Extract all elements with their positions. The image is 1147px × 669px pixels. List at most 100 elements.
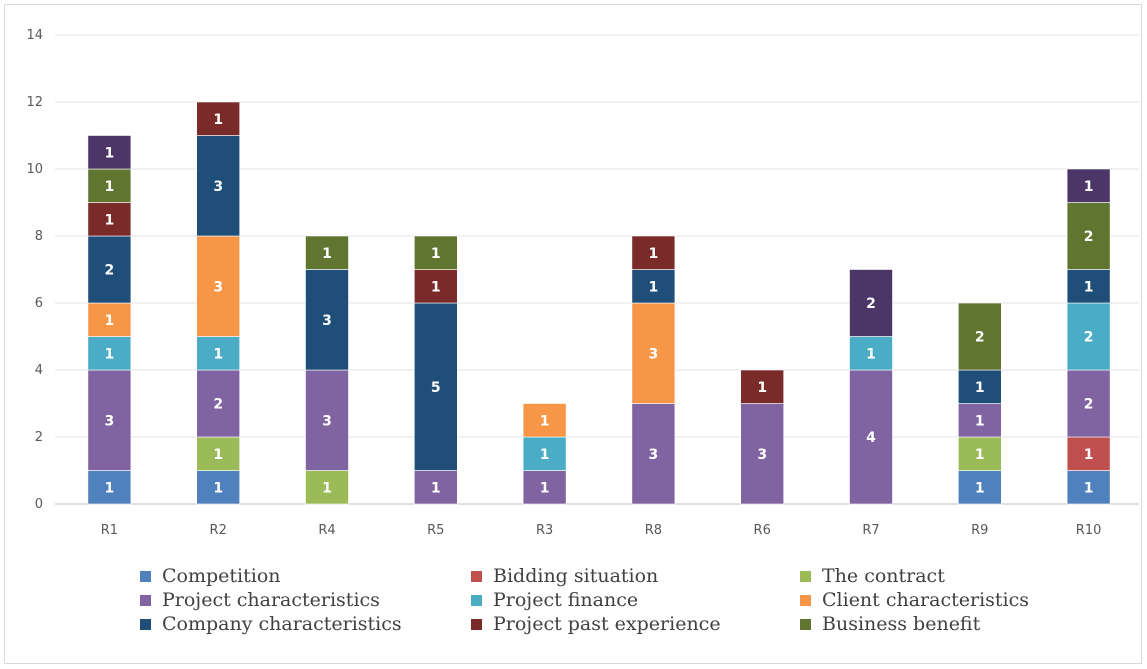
data-label: 1 bbox=[866, 346, 876, 362]
data-label: 3 bbox=[757, 447, 767, 463]
legend-swatch bbox=[800, 619, 811, 630]
data-label: 1 bbox=[757, 380, 767, 396]
bar-segment bbox=[957, 302, 1002, 371]
data-label: 3 bbox=[105, 413, 115, 429]
legend-swatch bbox=[140, 571, 151, 582]
bar-segment bbox=[87, 470, 132, 505]
legend-label: Bidding situation bbox=[493, 565, 658, 587]
x-tick-label: R6 bbox=[754, 523, 771, 538]
data-label: 2 bbox=[105, 263, 115, 279]
data-label: 1 bbox=[322, 246, 332, 262]
legend-label: Competition bbox=[162, 565, 281, 587]
legend-swatch bbox=[140, 595, 151, 606]
bar-segment bbox=[87, 202, 132, 237]
legend-swatch bbox=[800, 571, 811, 582]
data-label: 1 bbox=[649, 279, 659, 295]
bar-segment bbox=[413, 235, 458, 270]
bar-segment bbox=[87, 369, 132, 471]
y-tick-label: 14 bbox=[26, 28, 43, 43]
bar-segment bbox=[87, 302, 132, 337]
legend-label: Company characteristics bbox=[162, 613, 402, 635]
bar-segment bbox=[849, 336, 893, 371]
bar-segment bbox=[305, 470, 349, 505]
data-label: 1 bbox=[213, 346, 223, 362]
bar-segment bbox=[196, 436, 240, 471]
data-label: 1 bbox=[975, 380, 985, 396]
bar-segment bbox=[413, 269, 458, 304]
y-tick-label: 6 bbox=[35, 296, 43, 311]
bar-segment bbox=[631, 235, 676, 270]
legend-swatch bbox=[800, 595, 811, 606]
bar-segment bbox=[849, 369, 893, 505]
bar-segment bbox=[196, 369, 240, 438]
bar-segment bbox=[740, 369, 785, 404]
bar-segment bbox=[1066, 470, 1111, 505]
data-label: 2 bbox=[1084, 397, 1094, 413]
bar-segment bbox=[1066, 269, 1111, 304]
data-label: 2 bbox=[975, 330, 985, 346]
data-label: 1 bbox=[213, 112, 223, 128]
data-label: 3 bbox=[213, 179, 223, 195]
x-axis-ticks: R1 R2 R4 R5 R3 R8 R6 R7 R9 R10 bbox=[101, 523, 1102, 538]
data-label: 4 bbox=[866, 430, 876, 446]
x-tick-label: R9 bbox=[971, 523, 988, 538]
data-label: 1 bbox=[1084, 480, 1094, 496]
bar-segment bbox=[196, 235, 240, 337]
bar-segment bbox=[305, 269, 349, 371]
bar-segment bbox=[1066, 202, 1111, 270]
data-label: 1 bbox=[105, 145, 115, 161]
bar-segment bbox=[196, 336, 240, 371]
data-label: 3 bbox=[649, 346, 659, 362]
bar-segment bbox=[957, 403, 1002, 438]
bar-segment bbox=[413, 302, 458, 471]
y-tick-label: 2 bbox=[35, 430, 43, 445]
data-label: 1 bbox=[213, 447, 223, 463]
legend-label: Project finance bbox=[493, 589, 638, 611]
data-label: 3 bbox=[322, 413, 332, 429]
data-label: 1 bbox=[540, 480, 550, 496]
x-tick-label: R8 bbox=[645, 523, 662, 538]
legend: Competition Bidding situation The contract… bbox=[140, 565, 1029, 635]
x-tick-label: R7 bbox=[862, 523, 879, 538]
data-label: 1 bbox=[213, 480, 223, 496]
bar-segment bbox=[957, 369, 1002, 404]
data-label: 1 bbox=[431, 480, 441, 496]
bar-segment bbox=[196, 135, 240, 237]
legend-swatch bbox=[471, 595, 482, 606]
bar-segment bbox=[87, 168, 132, 203]
data-label: 1 bbox=[649, 246, 659, 262]
x-tick-label: R1 bbox=[101, 523, 118, 538]
x-tick-label: R3 bbox=[536, 523, 553, 538]
data-label: 1 bbox=[105, 313, 115, 329]
y-tick-label: 8 bbox=[35, 229, 43, 244]
bar-segment bbox=[1066, 369, 1111, 438]
data-label: 2 bbox=[866, 296, 876, 312]
bar-segment bbox=[87, 135, 132, 170]
y-tick-label: 10 bbox=[26, 162, 43, 177]
legend-swatch bbox=[140, 619, 151, 630]
bar-segment bbox=[849, 269, 893, 337]
legend-label: Project characteristics bbox=[162, 589, 380, 611]
bars: 1 3 1 1 2 1 1 1 1 1 2 1 3 3 1 1 3 3 1 1 5 1 1 1 1 1 3 3 1 1 3 1 4 1 2 1 1 1 1 2… bbox=[87, 101, 1111, 505]
bar-segment bbox=[522, 436, 567, 471]
x-tick-label: R10 bbox=[1076, 523, 1102, 538]
legend-label: Project past experience bbox=[493, 613, 721, 635]
x-tick-label: R5 bbox=[427, 523, 444, 538]
bar-segment bbox=[522, 403, 567, 438]
legend-swatch bbox=[471, 619, 482, 630]
bar-segment bbox=[1066, 302, 1111, 371]
x-tick-label: R2 bbox=[210, 523, 227, 538]
data-label: 1 bbox=[105, 346, 115, 362]
data-label: 1 bbox=[105, 212, 115, 228]
bar-segment bbox=[957, 436, 1002, 471]
data-label: 3 bbox=[213, 279, 223, 295]
data-label: 1 bbox=[540, 413, 550, 429]
data-label: 1 bbox=[105, 179, 115, 195]
bar-segment bbox=[631, 403, 676, 505]
data-label: 2 bbox=[1084, 229, 1094, 245]
x-tick-label: R4 bbox=[318, 523, 335, 538]
y-tick-label: 0 bbox=[35, 497, 43, 512]
y-axis-ticks: 0 2 4 6 8 10 12 14 bbox=[26, 28, 43, 512]
